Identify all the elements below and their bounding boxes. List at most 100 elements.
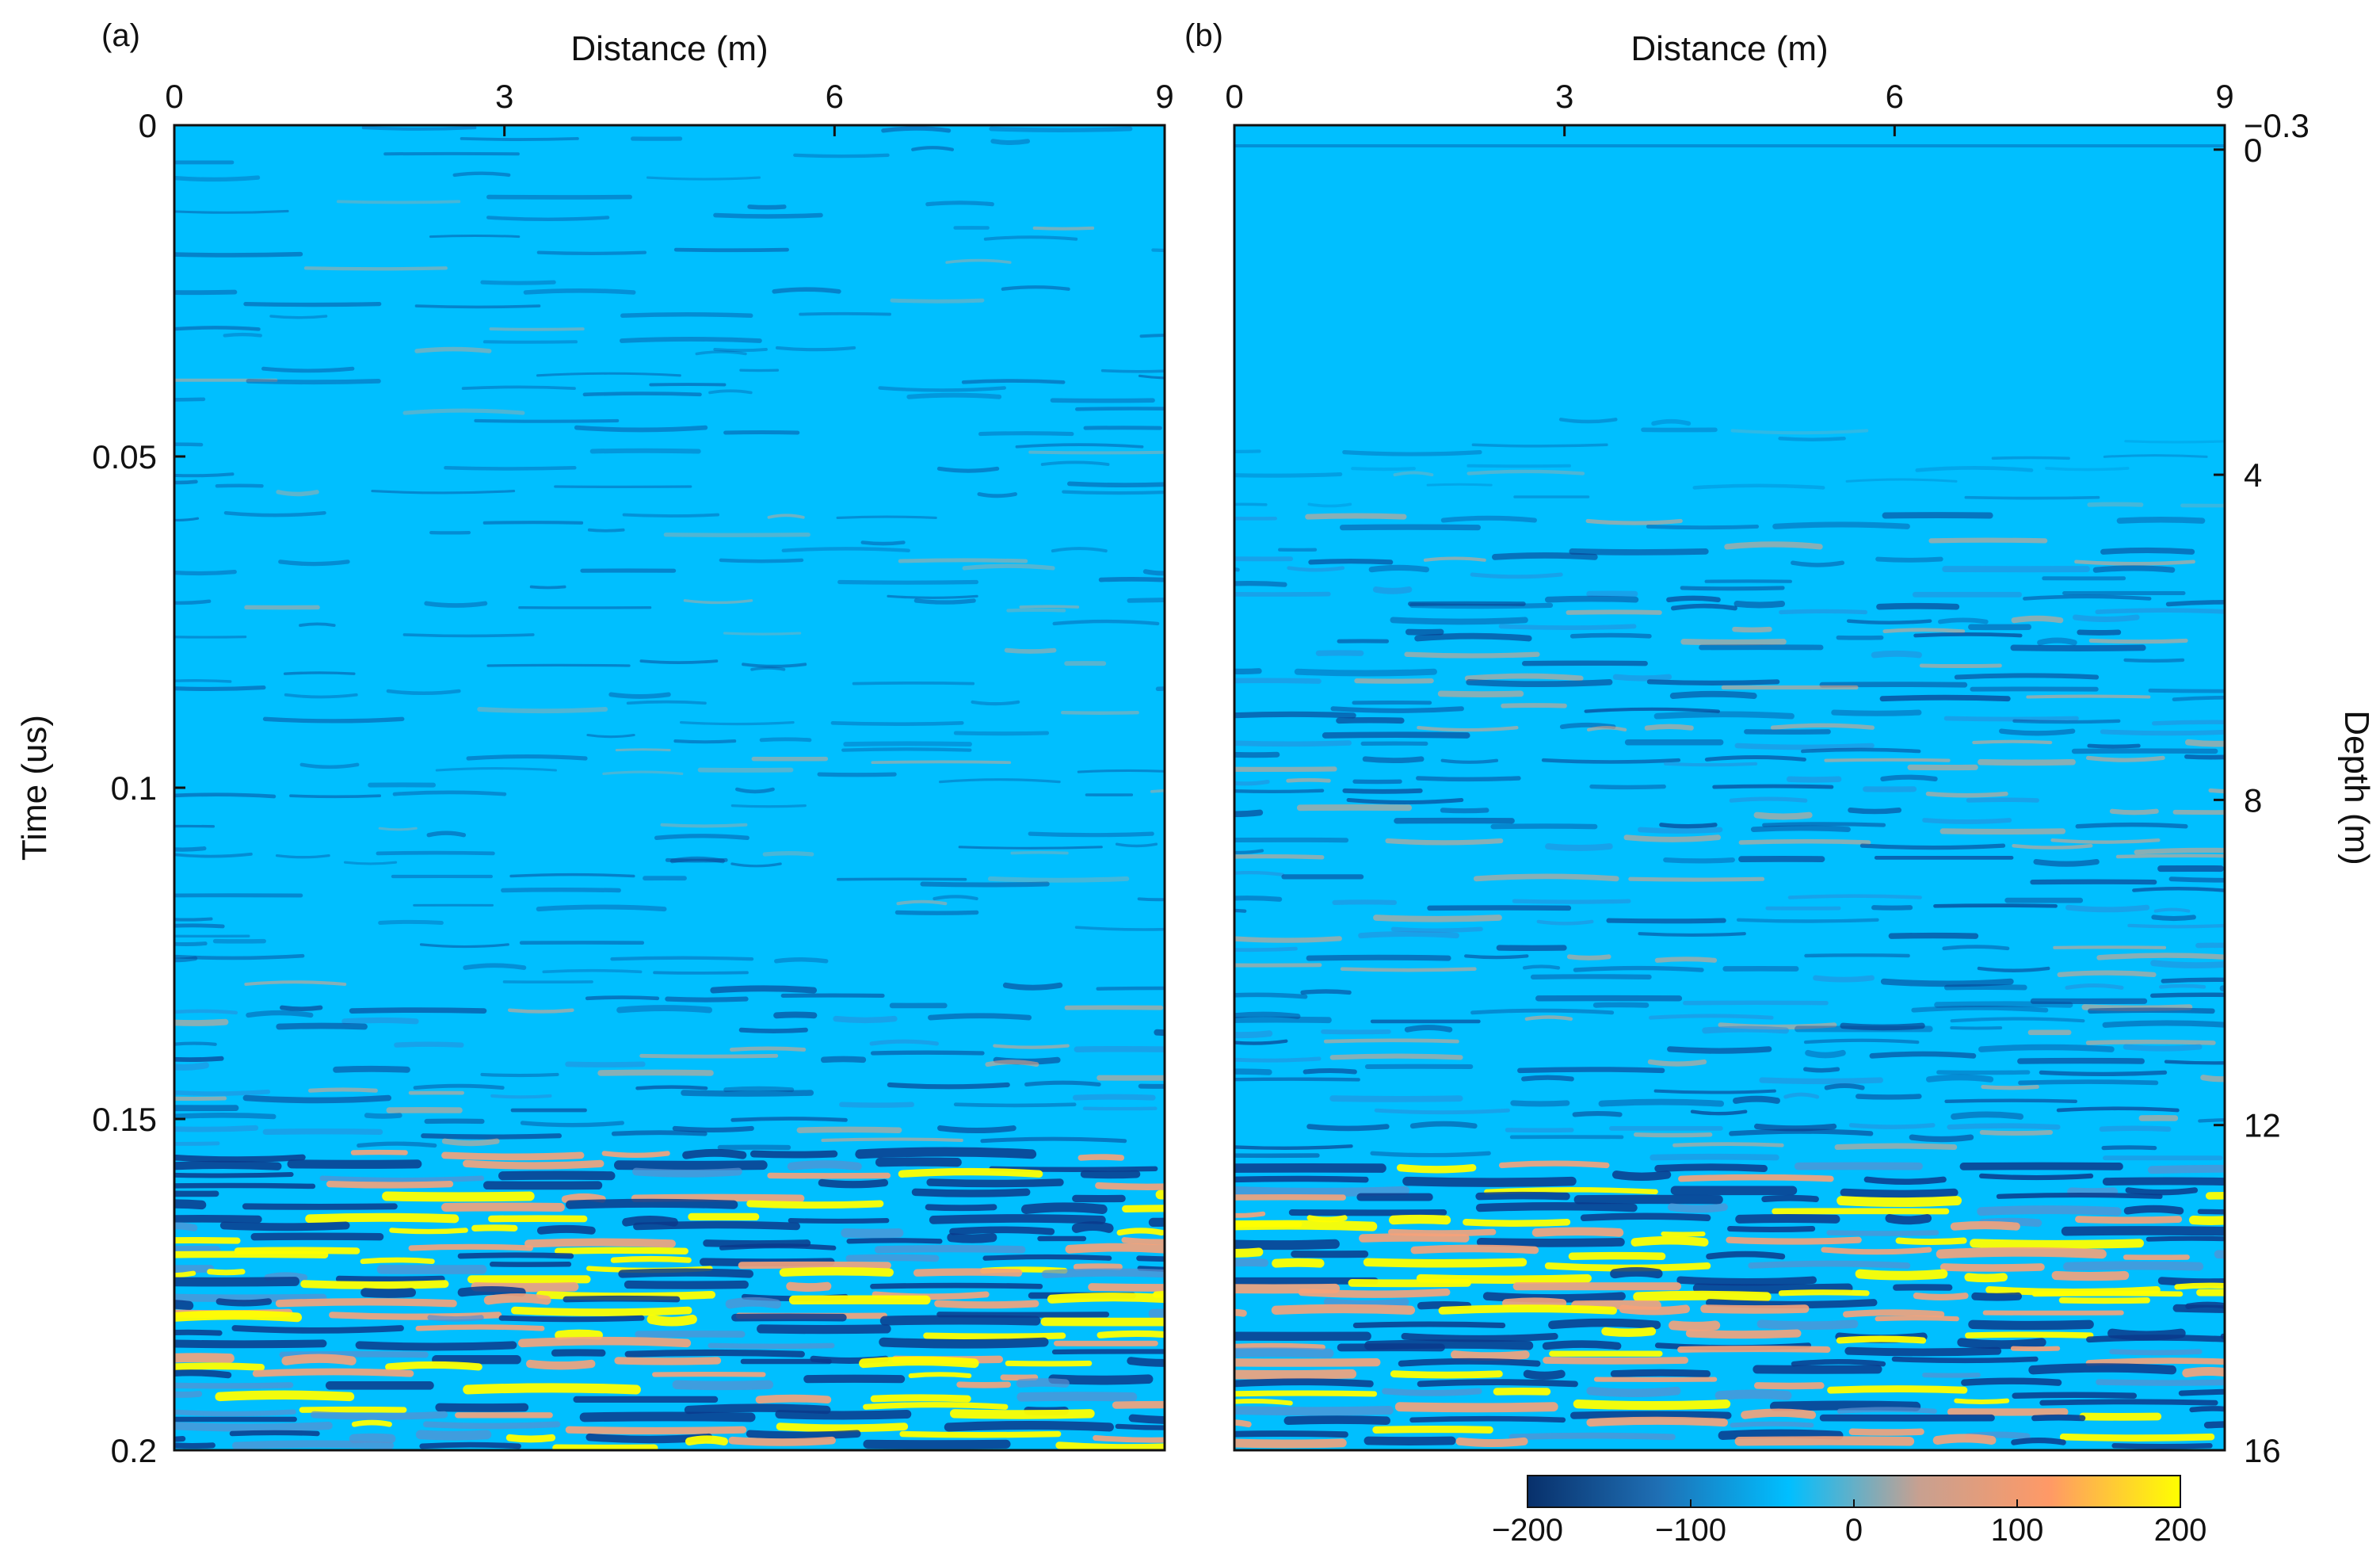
panel-a-reflection-streak <box>911 146 955 151</box>
panel-b-reflection-streak <box>1382 1388 1482 1396</box>
panel-a-reflection-streak <box>536 1224 596 1235</box>
panel-a-reflection-streak <box>281 1354 357 1365</box>
panel-a-reflection-streak <box>899 1430 1062 1438</box>
panel-a-reflection-streak <box>608 692 671 699</box>
panel-a-reflection-streak <box>1021 1202 1108 1214</box>
panel-b-reflection-streak <box>1667 1046 1772 1054</box>
panel-a-reflection-streak <box>520 1121 624 1128</box>
panel-a-reflection-streak <box>174 1310 303 1323</box>
panel-b-reflection-streak <box>1586 726 1627 732</box>
panel-a-reflection-streak <box>818 1178 889 1189</box>
panel-a-reflection-streak <box>906 392 1002 399</box>
panel-b-reflection-streak <box>2116 517 2206 524</box>
panel-a-reflection-streak <box>246 379 381 385</box>
panel-b-reflection-streak <box>1950 1220 2020 1231</box>
panel-b-reflection-streak <box>2092 565 2176 573</box>
panel-a-reflection-streak <box>786 1281 832 1292</box>
panel-a-reflection-streak <box>174 1382 294 1389</box>
panel-b-reflection-streak <box>1651 418 1692 426</box>
panel-b-reflection-streak <box>1234 1438 1347 1449</box>
panel-b-reflection-streak <box>1754 1123 1837 1132</box>
panel-a-reflection-streak <box>174 1339 327 1349</box>
panel-b-reflection-streak <box>1234 1077 1360 1082</box>
panel-a-reflection-streak <box>633 1220 801 1231</box>
panel-b-reflection-streak <box>1416 1274 1592 1284</box>
panel-b-reflection-streak <box>2045 467 2130 472</box>
panel-a-reflection-streak <box>755 1394 832 1404</box>
panel-a-reflection-streak <box>928 1013 1032 1021</box>
panel-b-reflection-streak <box>1649 1014 1774 1020</box>
panel-a-reflection-streak <box>215 1390 355 1402</box>
panel-a-reflection-streak <box>174 326 261 331</box>
panel-b-reflection-streak <box>1354 678 1434 684</box>
panel-b-reflection-streak <box>1234 1186 1409 1197</box>
panel-a-reflection-streak <box>614 1160 768 1170</box>
panel-a-reflection-streak <box>1096 986 1165 991</box>
panel-b-reflection-streak <box>1234 895 1283 902</box>
panel-b-reflection-streak <box>1508 1432 1676 1441</box>
panel-a-reflection-streak <box>174 1442 215 1449</box>
panel-a-reflection-streak <box>252 1368 414 1377</box>
panel-b-reflection-streak <box>1704 755 1806 762</box>
panel-b-reflection-streak <box>1638 827 1723 834</box>
panel-b-reflection-streak <box>1234 1378 1374 1388</box>
panel-b-reflection-streak <box>1234 1239 1340 1251</box>
panel-b-reflection-streak <box>1388 1228 1497 1237</box>
panel-b-reflection-streak <box>2195 942 2225 949</box>
panel-b-reflection-streak <box>1585 518 1683 525</box>
panel-b-reflection-streak <box>1895 1237 1967 1246</box>
panel-b-reflection-streak <box>1692 483 1825 490</box>
panel-b-reflection-streak <box>1414 632 1532 642</box>
panel-a-reflection-streak <box>174 1154 306 1163</box>
panel-b-reflection-streak <box>2073 614 2140 622</box>
panel-b-reflection-streak <box>1951 1111 2024 1120</box>
panel-a-reflection-streak <box>561 1193 606 1203</box>
panel-b-reflection-streak <box>2065 983 2124 990</box>
panel-b-reflection-streak <box>1473 873 1619 882</box>
panel-a-reflection-streak <box>336 200 461 204</box>
panel-a-reflection-streak <box>1097 1330 1165 1338</box>
panel-a-reflection-streak <box>394 1041 464 1048</box>
panel-a-reflection-streak <box>1127 598 1165 603</box>
x-tick-label: 9 <box>2215 78 2233 115</box>
panel-a-reflection-streak <box>958 846 1103 850</box>
panel-a-reflection-streak <box>1136 1255 1165 1262</box>
panel-a-reflection-streak <box>944 1420 1114 1432</box>
panel-a-reflection-streak <box>738 1027 808 1034</box>
panel-b-reflection-streak <box>1726 1236 1862 1245</box>
panel-b-reflection-streak <box>1706 1299 1878 1309</box>
panel-b-reflection-streak <box>1336 716 1405 724</box>
panel-b-reflection-streak <box>1826 1230 1939 1236</box>
panel-a-reflection-streak <box>881 126 952 133</box>
panel-b-reflection-streak <box>1512 899 1631 904</box>
panel-b-reflection-streak <box>1234 1144 1353 1150</box>
panel-b-reflection-streak <box>1879 694 2011 702</box>
panel-a-reflection-streak <box>1098 577 1165 582</box>
panel-a-reflection-streak <box>452 171 511 178</box>
panel-b-reflection-streak <box>1455 1437 1528 1447</box>
panel-b-y-axis-label: Depth (m) <box>2337 710 2376 865</box>
panel-a-reflection-streak <box>1032 226 1095 231</box>
panel-b-reflection-streak <box>1234 1220 1378 1232</box>
panel-a-y-axis-label: Time (us) <box>15 715 54 861</box>
panel-a-reflection-streak <box>879 1337 1049 1349</box>
panel-b-reflection-streak <box>1730 429 1869 435</box>
panel-b-reflection-streak <box>1482 1292 1626 1303</box>
panel-a-reflection-streak <box>174 1362 265 1371</box>
panel-b-reflection-streak <box>2077 629 2122 636</box>
panel-b-reflection-streak <box>2051 1270 2130 1281</box>
panel-b-reflection-streak <box>1880 774 1938 781</box>
panel-a-reflection-streak <box>392 790 507 796</box>
panel-b-reflection-streak <box>2059 1433 2215 1442</box>
panel-a-reflection-streak <box>262 716 405 724</box>
panel-b-reflection-streak <box>1298 1288 1451 1298</box>
panel-b-reflection-streak <box>2151 915 2196 922</box>
panel-a-reflection-streak <box>441 1138 500 1147</box>
panel-a-reflection-streak <box>276 490 319 497</box>
panel-b-reflection-streak <box>1342 450 1482 456</box>
panel-a-reflection-streak <box>660 823 748 828</box>
panel-a-reflection-streak <box>319 1175 485 1183</box>
panel-a-reflection-streak <box>501 888 621 893</box>
panel-b-reflection-streak <box>1606 918 1726 924</box>
panel-b-reflection-streak <box>2085 755 2165 762</box>
